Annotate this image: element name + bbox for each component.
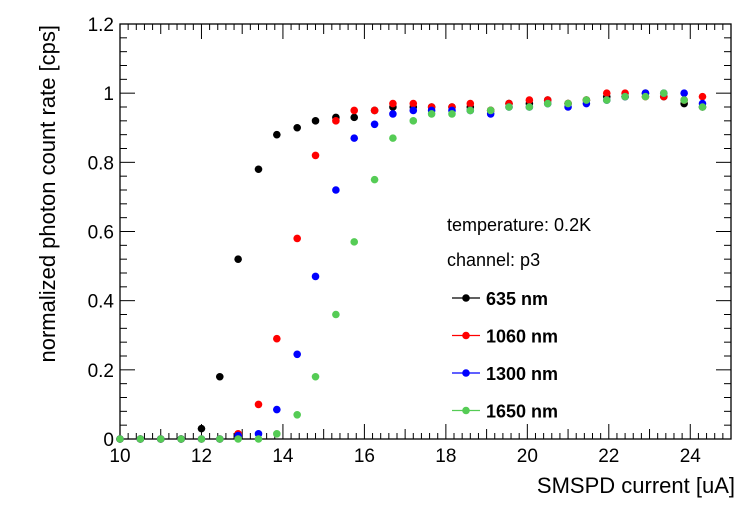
data-point (602, 96, 611, 104)
data-point (698, 92, 707, 101)
data-point (273, 130, 281, 139)
annotation-temperature: temperature: 0.2K (447, 215, 591, 235)
legend-label: 1650 nm (486, 402, 558, 422)
y-tick-label: 1.2 (88, 15, 114, 36)
data-point (177, 435, 185, 443)
data-point (370, 120, 379, 129)
data-point (370, 175, 379, 184)
data-point (273, 405, 281, 414)
data-point (698, 103, 707, 111)
x-axis-title: SMSPD current [uA] (537, 473, 735, 498)
data-point (409, 117, 418, 125)
data-point (350, 106, 359, 115)
y-tick-label: 0.8 (88, 153, 114, 174)
y-tick-label: 0.2 (88, 361, 114, 382)
data-point (486, 106, 495, 115)
data-point (370, 106, 379, 115)
data-point (197, 424, 206, 433)
data-point (680, 96, 688, 104)
data-point (602, 89, 611, 97)
legend-label: 1060 nm (486, 327, 558, 347)
data-point (254, 400, 263, 409)
data-point (389, 99, 397, 108)
x-tick-label: 18 (435, 446, 456, 467)
data-point (505, 103, 513, 111)
data-point (311, 151, 320, 160)
data-point (273, 334, 281, 343)
data-point (311, 117, 320, 125)
data-point (215, 435, 224, 443)
data-point (389, 110, 397, 118)
data-points (116, 89, 707, 443)
x-tick-label: 24 (680, 446, 702, 467)
data-point (197, 435, 206, 443)
data-point (641, 92, 650, 101)
x-tick-label: 10 (109, 446, 130, 467)
data-point (332, 186, 340, 194)
legend-label: 1300 nm (486, 364, 558, 384)
data-point (293, 123, 301, 132)
data-point (680, 89, 688, 97)
data-point (582, 96, 591, 104)
y-tick-label: 0.6 (88, 223, 114, 244)
data-point (116, 435, 124, 443)
legend-marker (462, 294, 470, 302)
data-point (215, 372, 224, 381)
data-point (156, 435, 165, 443)
data-point (525, 96, 534, 104)
x-tick-label: 16 (354, 446, 375, 467)
annotation-channel: channel: p3 (447, 250, 540, 270)
data-point (350, 134, 359, 142)
data-point (466, 99, 475, 108)
data-point (332, 310, 340, 319)
data-point (311, 372, 320, 381)
data-point (234, 255, 242, 263)
y-tick-label: 1 (103, 84, 114, 105)
y-tick-label: 0.4 (88, 292, 115, 313)
y-axis-title: normalized photon count rate [cps] (35, 25, 60, 363)
data-point (254, 435, 263, 443)
annotations: temperature: 0.2K channel: p3 (447, 215, 591, 270)
data-point (448, 110, 456, 118)
x-tick-label: 20 (517, 446, 538, 467)
data-point (350, 113, 359, 122)
x-tick-label: 12 (191, 446, 212, 467)
legend-marker (462, 406, 470, 415)
data-point (350, 238, 359, 246)
data-point (332, 117, 340, 125)
y-tick-label: 0 (103, 430, 114, 451)
data-point (409, 106, 418, 115)
legend-label: 635 nm (486, 289, 548, 309)
data-point (409, 99, 418, 108)
data-point (311, 272, 320, 281)
data-point (621, 92, 629, 101)
legend-marker (462, 369, 470, 377)
data-point (389, 134, 397, 142)
data-point (659, 89, 668, 97)
data-point (564, 99, 572, 108)
data-point (466, 106, 475, 115)
data-point (293, 350, 301, 359)
axes: 10 12 14 16 18 20 22 24 0 0.2 0.4 0.6 0.8 1 1.2 (88, 15, 732, 467)
legend-marker (462, 331, 470, 340)
data-point (525, 103, 534, 111)
data-point (234, 435, 242, 443)
data-point (427, 110, 436, 118)
data-point (273, 430, 281, 438)
data-point (543, 99, 552, 108)
data-point (254, 165, 263, 174)
x-tick-label: 22 (598, 446, 619, 467)
x-tick-label: 14 (272, 446, 294, 467)
data-point (136, 435, 145, 443)
series-1650-nm (116, 89, 707, 443)
legend: 635 nm 1060 nm 1300 nm 1650 nm (452, 289, 558, 422)
data-point (293, 410, 301, 419)
data-point (293, 234, 301, 243)
